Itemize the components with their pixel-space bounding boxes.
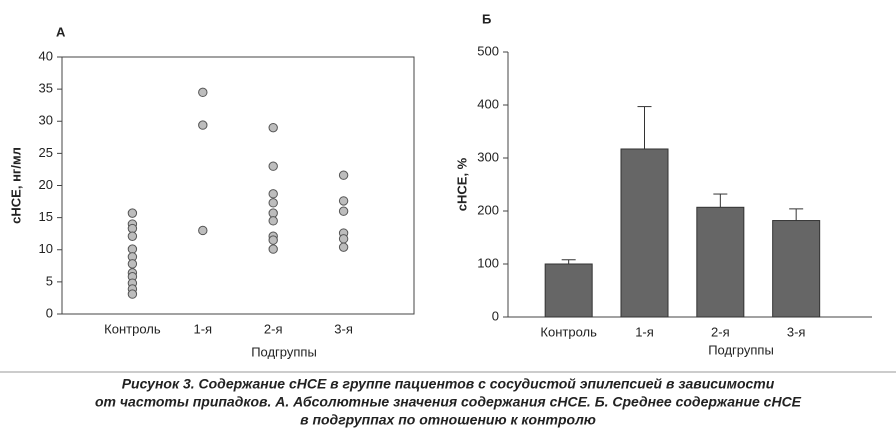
x-tick-label: 2-я [264,321,283,336]
data-point [338,196,349,206]
y-tick-label: 500 [477,43,499,58]
y-tick-label: 40 [39,48,53,63]
y-tick-label: 300 [477,149,499,164]
y-tick-label: 200 [477,202,499,217]
x-tick-label: 3-я [787,324,806,339]
panel-label: А [56,24,66,39]
data-point [127,259,138,269]
y-tick-label: 30 [39,113,53,128]
data-point [268,122,278,133]
plot-frame [61,56,415,315]
panel-label: Б [482,11,491,26]
y-tick-label: 25 [39,145,53,160]
x-tick-label: 2-я [711,324,730,339]
data-point [268,244,278,254]
y-axis-label: сНСЕ, нг/мл [8,147,23,224]
data-point [198,87,208,98]
x-tick-label: Контроль [540,324,597,339]
y-tick-label: 5 [46,273,53,288]
data-point [127,223,138,234]
data-point [268,161,278,171]
y-tick-label: 35 [39,81,53,96]
x-tick-label: 3-я [334,321,353,336]
data-point [127,289,138,299]
y-tick-label: 20 [39,177,53,192]
data-point [338,242,349,252]
data-point [268,235,278,245]
y-tick-label: 400 [477,96,499,111]
data-point [338,170,349,180]
y-tick-label: 10 [39,241,53,256]
x-axis-label: Подгруппы [708,342,774,357]
bar [544,263,593,318]
caption-line: Рисунок 3. Содержание сНСЕ в группе паци… [122,376,775,392]
data-point [338,206,349,216]
x-axis-label: Подгруппы [251,344,317,359]
data-point [268,216,278,226]
y-tick-label: 0 [492,308,499,323]
data-point [268,208,278,218]
y-axis-label: сНСЕ, % [454,157,469,211]
data-point [127,244,138,254]
bar [772,220,821,318]
data-point [127,208,138,218]
bar [620,148,669,318]
y-tick-label: 0 [46,305,53,320]
data-point [268,198,278,208]
x-tick-label: 1-я [193,321,212,336]
caption-line: от частоты припадков. А. Абсолютные знач… [95,394,802,410]
y-tick-label: 15 [39,209,53,224]
x-tick-label: Контроль [104,321,161,336]
data-point [268,189,278,199]
data-point [198,225,208,236]
data-point [127,231,138,241]
data-point [338,234,349,244]
y-tick-label: 100 [477,255,499,270]
data-point [198,120,208,130]
caption-line: в подгруппах по отношению к контролю [300,412,596,428]
bar [696,206,745,318]
x-tick-label: 1-я [635,324,654,339]
